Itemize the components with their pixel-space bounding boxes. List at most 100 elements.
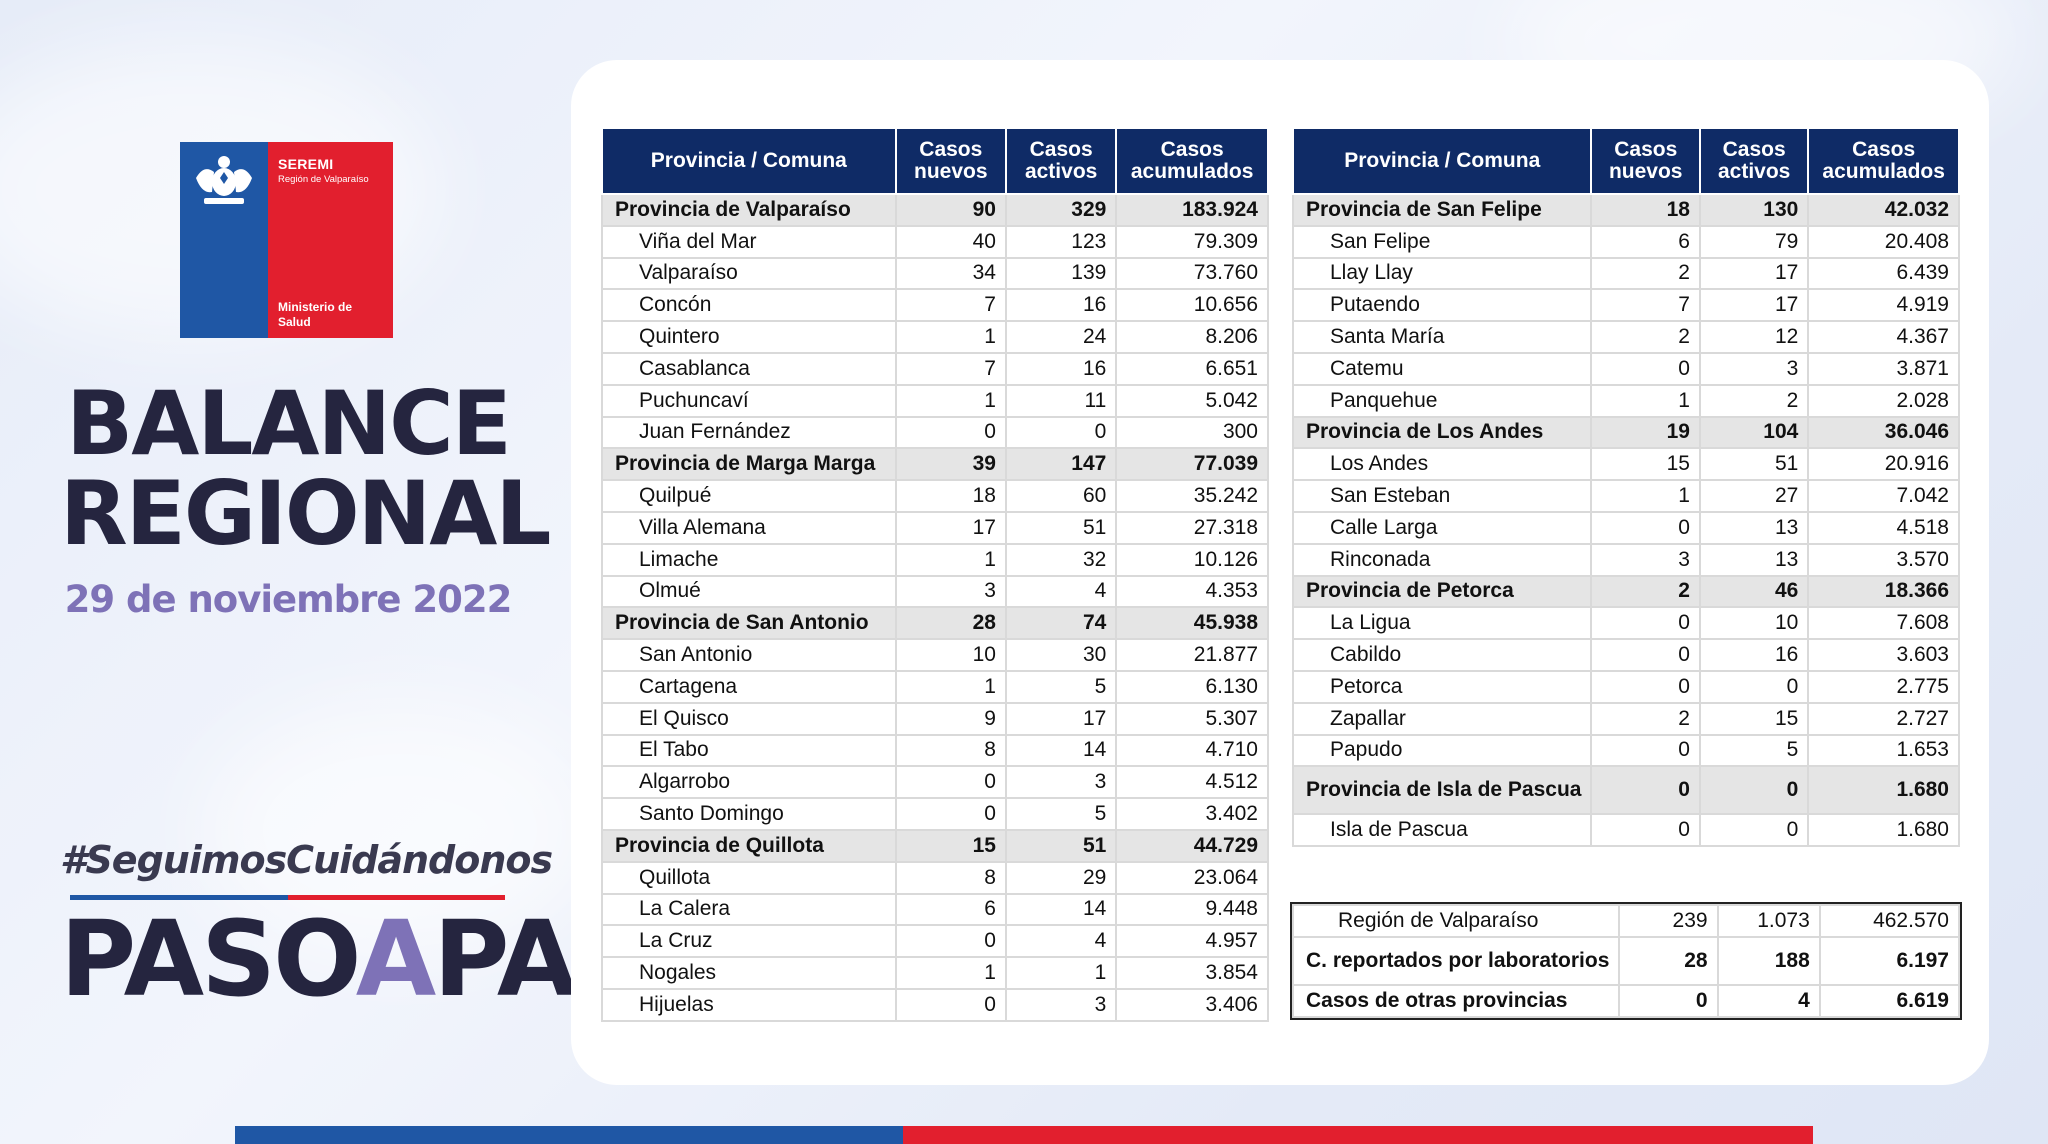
cell-name: Putaendo	[1291, 288, 1593, 323]
cell-active-cases: 329	[1004, 193, 1118, 227]
cell-accumulated-cases: 3.871	[1807, 351, 1960, 386]
cell-active-cases: 123	[1004, 224, 1118, 259]
cell-active-cases: 3	[1698, 351, 1810, 386]
table-left: Provincia / Comuna Casos nuevos Casos acti…	[601, 127, 1269, 1022]
cell-active-cases: 17	[1698, 256, 1810, 291]
cell-accumulated-cases: 4.353	[1115, 574, 1269, 609]
cell-active-cases: 104	[1698, 415, 1810, 450]
table-row: La Cruz 0 4 4.957	[601, 924, 1269, 959]
cell-new-cases: 6	[1590, 224, 1701, 259]
table-row: El Tabo 8 14 4.710	[601, 733, 1269, 768]
header-active-cases: Casos activos	[1004, 127, 1118, 195]
table-row: La Calera 6 14 9.448	[601, 892, 1269, 927]
table-right: Provincia / Comuna Casos nuevos Casos acti…	[1291, 127, 1960, 848]
table-row: La Ligua 0 10 7.608	[1291, 606, 1960, 641]
cell-new-cases: 90	[894, 193, 1007, 227]
table-row: Los Andes 15 51 20.916	[1291, 447, 1960, 482]
cell-active-cases: 4	[1004, 574, 1118, 609]
cell-new-cases: 1	[894, 956, 1007, 990]
table-row: Rinconada 3 13 3.570	[1291, 542, 1960, 577]
header-accumulated-cases: Casos acumulados	[1807, 127, 1960, 195]
cell-active-cases: 46	[1698, 574, 1810, 609]
cell-new-cases: 1	[1590, 479, 1701, 513]
cell-accumulated-cases: 3.570	[1807, 542, 1960, 577]
province-row: Provincia de San Antonio 28 74 45.938	[601, 606, 1269, 641]
cell-name: Región de Valparaíso	[1291, 904, 1621, 938]
table-row: Limache 1 32 10.126	[601, 542, 1269, 577]
cell-accumulated-cases: 3.402	[1115, 797, 1269, 831]
title-balance: BALANCE	[66, 372, 512, 475]
table-row: Quilpué 18 60 35.242	[601, 479, 1269, 513]
province-row: Provincia de Marga Marga 39 147 77.039	[601, 447, 1269, 482]
cell-accumulated-cases: 2.775	[1807, 669, 1960, 704]
cell-name: Provincia de Los Andes	[1291, 415, 1593, 450]
cell-new-cases: 8	[894, 733, 1007, 768]
cell-new-cases: 28	[894, 606, 1007, 641]
header-active-cases: Casos activos	[1698, 127, 1810, 195]
cell-accumulated-cases: 9.448	[1115, 892, 1269, 927]
table-row: San Esteban 1 27 7.042	[1291, 479, 1960, 513]
cell-accumulated-cases: 6.619	[1818, 983, 1961, 1018]
cell-active-cases: 32	[1004, 542, 1118, 577]
table-row: Cartagena 1 5 6.130	[601, 669, 1269, 704]
cell-name: San Esteban	[1291, 479, 1593, 513]
cell-accumulated-cases: 1.653	[1807, 733, 1960, 768]
cell-accumulated-cases: 5.042	[1115, 383, 1269, 418]
table-row: San Antonio 10 30 21.877	[601, 638, 1269, 672]
cell-new-cases: 18	[1590, 193, 1701, 227]
cell-accumulated-cases: 35.242	[1115, 479, 1269, 513]
cell-new-cases: 0	[1590, 510, 1701, 545]
cell-name: Provincia de Quillota	[601, 828, 897, 863]
province-row: Provincia de Quillota 15 51 44.729	[601, 828, 1269, 863]
header-new-cases: Casos nuevos	[894, 127, 1007, 195]
cell-active-cases: 51	[1004, 510, 1118, 545]
cell-name: Hijuelas	[601, 987, 897, 1022]
cell-active-cases: 3	[1004, 765, 1118, 800]
cell-name: Rinconada	[1291, 542, 1593, 577]
cell-name: Santa María	[1291, 320, 1593, 354]
cell-new-cases: 1	[894, 320, 1007, 354]
cell-active-cases: 0	[1004, 415, 1118, 450]
cell-active-cases: 14	[1004, 892, 1118, 927]
table-row: San Felipe 6 79 20.408	[1291, 224, 1960, 259]
cell-name: San Antonio	[601, 638, 897, 672]
table-row: Putaendo 7 17 4.919	[1291, 288, 1960, 323]
cell-new-cases: 0	[894, 987, 1007, 1022]
province-row: Provincia de Valparaíso 90 329 183.924	[601, 193, 1269, 227]
cell-accumulated-cases: 10.126	[1115, 542, 1269, 577]
cell-name: Casablanca	[601, 351, 897, 386]
table-header-row: Provincia / Comuna Casos nuevos Casos acti…	[601, 127, 1269, 195]
cell-new-cases: 3	[894, 574, 1007, 609]
cell-active-cases: 17	[1698, 288, 1810, 323]
cell-name: La Ligua	[1291, 606, 1593, 641]
cell-active-cases: 139	[1004, 256, 1118, 291]
cell-new-cases: 6	[894, 892, 1007, 927]
cell-new-cases: 1	[894, 542, 1007, 577]
logo-blue-panel	[180, 142, 268, 338]
cell-new-cases: 0	[894, 797, 1007, 831]
cell-active-cases: 79	[1698, 224, 1810, 259]
cell-name: Provincia de San Felipe	[1291, 193, 1593, 227]
cell-accumulated-cases: 6.439	[1807, 256, 1960, 291]
cell-new-cases: 1	[894, 383, 1007, 418]
cell-active-cases: 130	[1698, 193, 1810, 227]
cell-new-cases: 0	[894, 924, 1007, 959]
cell-active-cases: 0	[1698, 765, 1810, 816]
cell-active-cases: 188	[1716, 935, 1821, 986]
cell-accumulated-cases: 20.916	[1807, 447, 1960, 482]
cell-active-cases: 30	[1004, 638, 1118, 672]
paso-text-a: A	[355, 898, 436, 1020]
cell-active-cases: 74	[1004, 606, 1118, 641]
hashtag: #SeguimosCuidándonos	[60, 838, 553, 882]
cell-name: Viña del Mar	[601, 224, 897, 259]
cell-new-cases: 18	[894, 479, 1007, 513]
cell-accumulated-cases: 5.307	[1115, 701, 1269, 736]
cell-name: Quilpué	[601, 479, 897, 513]
cell-active-cases: 0	[1698, 813, 1810, 848]
cell-name: Villa Alemana	[601, 510, 897, 545]
cell-active-cases: 4	[1004, 924, 1118, 959]
table-row: Llay Llay 2 17 6.439	[1291, 256, 1960, 291]
province-row: Provincia de Los Andes 19 104 36.046	[1291, 415, 1960, 450]
cell-name: Casos de otras provincias	[1291, 983, 1621, 1018]
cell-name: Quillota	[601, 860, 897, 895]
